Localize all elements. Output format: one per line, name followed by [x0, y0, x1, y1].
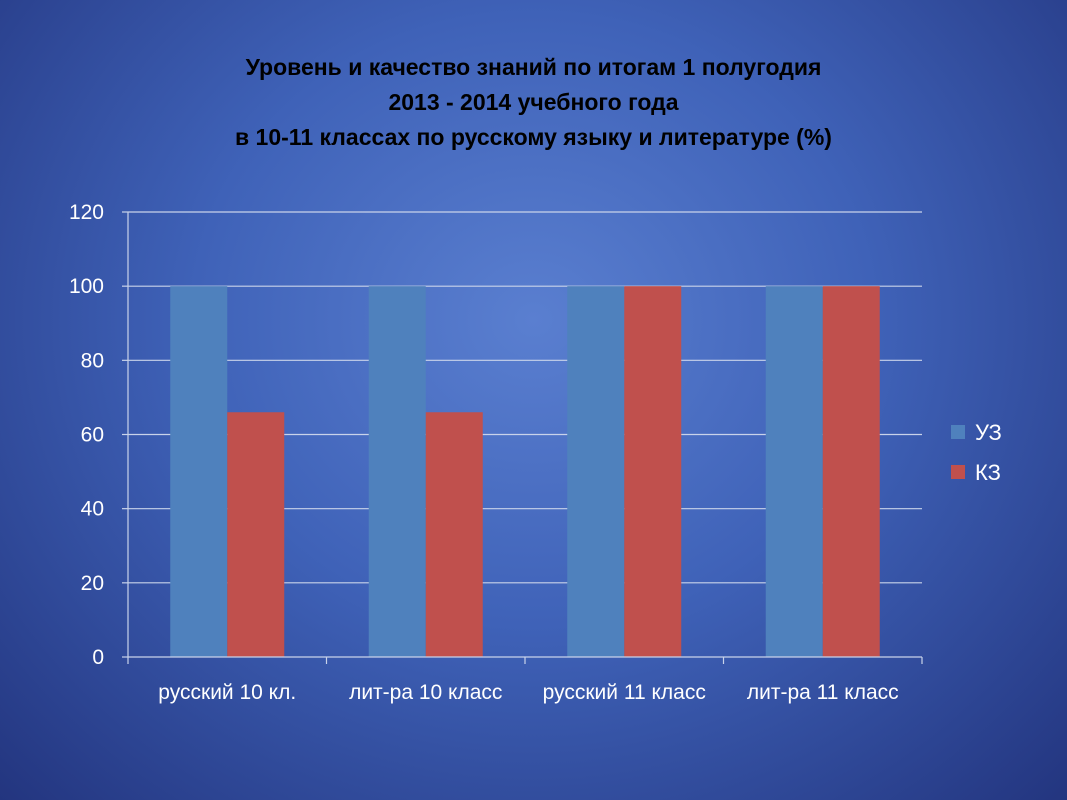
legend: УЗ КЗ [951, 420, 1002, 485]
bar-kz [822, 286, 880, 657]
legend-swatch [951, 425, 965, 439]
chart-title: Уровень и качество знаний по итогам 1 по… [0, 50, 1067, 155]
bar-kz [227, 412, 285, 657]
y-tick-label: 0 [92, 646, 104, 669]
y-tick-label: 40 [81, 498, 104, 521]
y-tick-label: 60 [81, 424, 104, 447]
y-tick-label: 80 [81, 349, 104, 372]
bar-kz [425, 412, 483, 657]
chart-title-line-2: 2013 - 2014 учебного года [388, 89, 679, 115]
legend-label: КЗ [975, 460, 1001, 485]
bar-uz [765, 286, 823, 657]
chart-title-line-3: в 10-11 классах по русскому языку и лите… [235, 124, 832, 150]
x-category-label: русский 10 кл. [158, 681, 296, 704]
bar-kz [624, 286, 682, 657]
x-category-label: лит-ра 11 класс [747, 681, 899, 704]
y-tick-labels: 0 20 40 60 80 100 120 [69, 201, 104, 669]
axes [122, 211, 923, 664]
bar-uz [170, 286, 228, 657]
legend-label: УЗ [975, 420, 1002, 445]
chart-title-line-1: Уровень и качество знаний по итогам 1 по… [245, 54, 822, 80]
x-category-label: лит-ра 10 класс [349, 681, 502, 704]
y-tick-label: 120 [69, 201, 104, 224]
x-category-labels: русский 10 кл. лит-ра 10 класс русский 11 … [158, 681, 898, 704]
bar-uz [368, 286, 426, 657]
x-category-label: русский 11 класс [543, 681, 706, 704]
y-tick-label: 100 [69, 275, 104, 298]
bar-uz [567, 286, 625, 657]
legend-swatch [951, 465, 965, 479]
bars [170, 286, 880, 657]
y-tick-label: 20 [81, 572, 104, 595]
